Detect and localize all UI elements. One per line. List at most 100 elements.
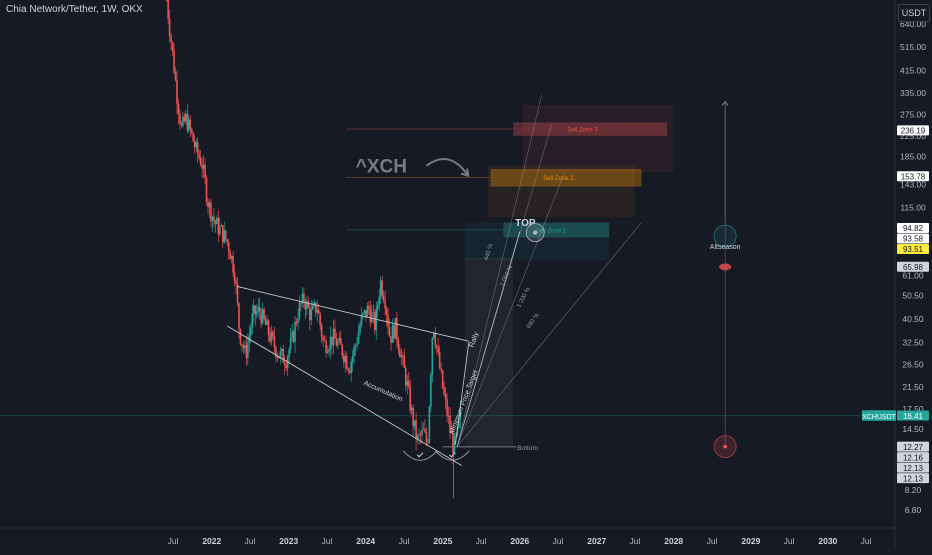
candle-body [387, 315, 389, 328]
altseason-arrow-head [721, 100, 729, 106]
chart-title: Chia Network/Tether, 1W, OKX [6, 4, 143, 15]
candle-body [260, 311, 262, 324]
price-label: 153.78 [901, 172, 926, 181]
candle-body [340, 337, 342, 345]
candle-body [266, 320, 268, 325]
candle-body [227, 242, 230, 251]
y-tick-label: 275.00 [900, 109, 926, 119]
candle-body [441, 370, 444, 389]
x-tick-label: 2030 [818, 536, 837, 546]
fan-line-1 [456, 94, 543, 447]
candle-body [409, 386, 411, 411]
candle-body [220, 225, 223, 227]
candle-body [282, 348, 285, 363]
y-tick-label: 143.00 [900, 179, 926, 189]
sell-zone-3-band [503, 222, 610, 238]
price-label-box [897, 171, 929, 182]
sell-zone-3-projection [522, 105, 674, 173]
altseason-top-circle [713, 224, 737, 248]
candle-body [332, 328, 335, 346]
candle-body [230, 255, 233, 260]
price-label-box [897, 125, 929, 136]
candle-body [362, 313, 364, 315]
candle-body [458, 419, 460, 428]
candle-body [236, 283, 239, 304]
candle-body [190, 128, 193, 133]
candle-body [273, 336, 276, 348]
candle-body [310, 309, 313, 321]
candle-body [216, 218, 218, 224]
symbol-label-box [862, 410, 896, 421]
candle-body [455, 434, 457, 436]
candle-body [255, 311, 258, 315]
y-axis[interactable]: 6.808.2010.0012.5014.5017.5021.5026.5032… [894, 0, 926, 550]
y-tick-label: 515.00 [900, 42, 926, 52]
candle-body [371, 312, 373, 323]
candle-body [397, 339, 400, 350]
candle-body [239, 329, 242, 345]
currency-badge[interactable]: USDT [898, 4, 930, 22]
y-tick-label: 185.00 [900, 152, 926, 162]
candle-body [276, 356, 279, 358]
candle-body [329, 336, 332, 350]
price-label-box [897, 243, 929, 254]
top-dot [533, 230, 538, 235]
candle-body [424, 429, 426, 432]
candle-body [360, 314, 363, 326]
ticker-arrow-head [460, 168, 470, 178]
candle-body [229, 250, 231, 260]
candle-body [183, 116, 186, 122]
candle-body [422, 429, 425, 431]
x-tick-label: Jul [861, 536, 872, 546]
price-label-box [897, 222, 929, 233]
candle-body [235, 280, 237, 284]
y-tick-label: 61.00 [902, 270, 924, 280]
candle-body [403, 355, 406, 368]
ticker-arrow [425, 158, 469, 177]
x-tick-label: Jul [553, 536, 564, 546]
candle-body [388, 327, 391, 337]
candle-body [303, 293, 305, 303]
candle-body [385, 308, 388, 316]
candle-body [440, 368, 442, 371]
candle-body [391, 325, 394, 343]
y-tick-label: 21.50 [902, 382, 924, 392]
x-axis[interactable]: Jul 2022 Jul 2023 Jul 2024 Jul 2025 Jul 2026 Jul 20… [0, 527, 895, 546]
candle-body [165, 0, 168, 1]
candle-body [425, 431, 428, 443]
candle-body [320, 325, 323, 337]
candle-body [297, 318, 299, 324]
candle-body [186, 113, 189, 131]
x-tick-label: 2027 [587, 536, 606, 546]
candle-body [232, 255, 234, 273]
candle-body [376, 305, 379, 310]
candle-body [244, 344, 246, 349]
symbol-label: XCHUSDT [862, 414, 897, 421]
candle-body [394, 317, 397, 339]
candle-body [219, 226, 221, 235]
price-label: 93.51 [903, 245, 924, 254]
price-label: 12.27 [903, 443, 924, 452]
candle-body [201, 165, 203, 169]
candle-body [390, 336, 392, 343]
candle-body [295, 321, 298, 324]
candle-body [199, 157, 202, 166]
candle-body [226, 239, 228, 243]
price-label-box [897, 473, 929, 484]
candle-body [413, 420, 416, 427]
candle-body [348, 371, 351, 373]
price-label: 12.13 [903, 464, 924, 473]
candle-body [434, 333, 437, 346]
ticker-watermark: ^XCH [356, 156, 407, 177]
altseason-label: Altseason [710, 244, 741, 251]
altseason-bottom-dot [723, 444, 727, 449]
candle-body [419, 434, 422, 436]
candle-body [176, 79, 178, 104]
drawings-layer: Accumulation Minimum Price TargetRally440… [226, 94, 741, 466]
candle-body [356, 343, 358, 346]
candle-body [170, 35, 172, 43]
candle-body [326, 351, 329, 353]
